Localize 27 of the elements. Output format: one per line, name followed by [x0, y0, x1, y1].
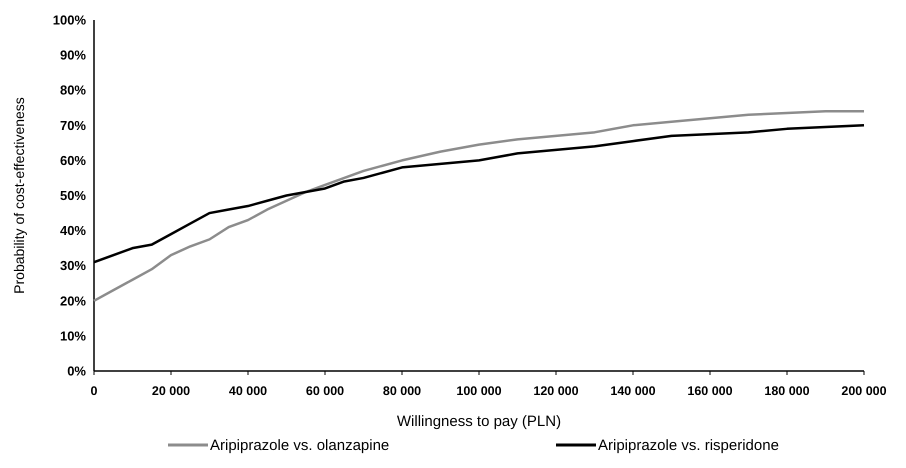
y-tick-label: 10%: [60, 328, 86, 344]
x-tick-label: 200 000: [841, 384, 887, 398]
x-tick-label: 20 000: [152, 384, 190, 398]
y-tick-label: 50%: [60, 188, 86, 203]
x-tick-label: 60 000: [306, 384, 344, 398]
x-tick-label: 80 000: [382, 384, 422, 398]
legend-label: Aripiprazole vs. risperidone: [598, 437, 779, 454]
y-axis-title: Probability of cost-effectiveness: [11, 97, 27, 294]
x-axis-title: Willingness to pay (PLN): [396, 413, 562, 430]
legend-label: Aripiprazole vs. olanzapine: [210, 437, 390, 454]
y-tick-label: 60%: [60, 152, 86, 168]
y-tick-label: 30%: [60, 258, 86, 274]
line-series: [92, 110, 866, 302]
x-tick-label: 100 000: [456, 384, 502, 398]
y-tick-label: 70%: [60, 118, 86, 133]
x-tick-label: 180 000: [764, 384, 810, 398]
x-tick-label: 160 000: [687, 384, 733, 398]
y-tick-label: 40%: [60, 223, 86, 238]
y-tick-label: 20%: [60, 293, 86, 308]
x-tick-label: 40 000: [228, 384, 268, 398]
y-tick-label: 100%: [52, 12, 86, 28]
x-tick-label: 120 000: [533, 384, 579, 398]
x-tick-label: 140 000: [610, 384, 656, 398]
y-tick-label: 90%: [60, 48, 86, 63]
x-tick-label: 0: [90, 384, 98, 398]
y-tick-label: 0%: [67, 364, 86, 378]
y-tick-label: 80%: [60, 82, 86, 98]
